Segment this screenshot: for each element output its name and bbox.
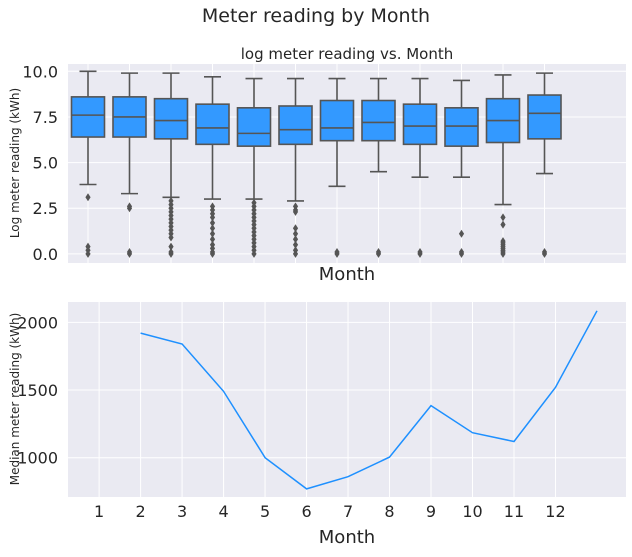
box-outlier (168, 233, 174, 242)
line-gridlines (68, 302, 626, 497)
boxplot-y-tick-label: 5.0 (33, 154, 58, 173)
line-x-tick-label: 9 (426, 502, 436, 521)
line-x-tick-label: 4 (218, 502, 228, 521)
box-outlier (209, 213, 216, 222)
box-outlier (209, 218, 216, 227)
box-iqr (153, 97, 189, 140)
line-x-tick-label: 5 (260, 502, 270, 521)
boxplot-title: log meter reading vs. Month (241, 45, 454, 63)
box-iqr (444, 107, 479, 147)
boxplot-panel: 0.0 2.5 5.0 7.5 10.0 log meter reading vs. M… (8, 45, 626, 285)
box-outlier (334, 249, 340, 258)
box-outlier (85, 193, 91, 202)
box-outlier (292, 249, 299, 258)
box-outlier (168, 249, 174, 258)
boxplot-y-ticks: 0.0 2.5 5.0 7.5 10.0 (22, 62, 58, 264)
box-outlier (292, 235, 299, 244)
boxplot-x-axis-label: Month (319, 264, 375, 285)
line-y-axis-label: Median meter reading (kWh) (8, 313, 22, 486)
line-x-tick-label: 6 (301, 502, 311, 521)
box-outlier (85, 249, 91, 258)
box-outlier (209, 235, 216, 244)
box-outlier (458, 229, 465, 238)
box-iqr (236, 107, 272, 147)
line-x-tick-label: 2 (136, 502, 146, 521)
box-outlier (500, 249, 506, 258)
box-month-12 (527, 72, 562, 258)
box-outlier (209, 229, 216, 238)
box-outlier (500, 213, 506, 222)
box-outlier (292, 207, 299, 216)
line-y-ticks: 1000 1500 2000 (17, 313, 58, 467)
median-reading-line (140, 310, 598, 490)
box-iqr (195, 103, 230, 146)
boxplot-y-axis-label: Log meter reading (kWh) (8, 88, 22, 238)
line-x-tick-label: 12 (545, 502, 565, 521)
boxplot-y-tick-label: 10.0 (22, 62, 58, 81)
box-iqr (278, 105, 313, 146)
boxplot-y-tick-label: 7.5 (33, 108, 58, 127)
box-outlier (500, 220, 506, 229)
box-outlier (126, 204, 133, 213)
box-outlier (292, 240, 299, 249)
figure-suptitle: Meter reading by Month (202, 5, 430, 27)
box-iqr (319, 99, 355, 142)
box-outlier (541, 249, 548, 258)
box-outlier (126, 249, 133, 258)
box-month-7 (319, 77, 355, 258)
boxplot-boxes (70, 70, 562, 258)
box-month-4 (195, 75, 230, 258)
line-x-tick-label: 10 (462, 502, 482, 521)
box-iqr (361, 99, 396, 142)
line-x-tick-label: 8 (384, 502, 394, 521)
boxplot-plot-area (68, 64, 626, 263)
line-y-tick-label: 1000 (17, 449, 58, 468)
box-outlier (251, 249, 257, 258)
box-outlier (209, 249, 216, 258)
line-x-tick-label: 7 (343, 502, 353, 521)
box-month-3 (153, 72, 189, 258)
box-outlier (168, 242, 174, 251)
line-x-tick-label: 3 (177, 502, 187, 521)
box-outlier (458, 249, 465, 258)
box-iqr (70, 96, 106, 138)
boxplot-y-tick-label: 0.0 (33, 245, 58, 264)
line-x-ticks: 1 2 3 4 5 6 7 8 9 10 11 12 (94, 502, 566, 521)
box-month-6 (278, 77, 313, 258)
box-month-8 (361, 77, 396, 258)
box-month-1 (70, 70, 106, 258)
box-month-10 (444, 79, 479, 258)
line-x-tick-label: 11 (504, 502, 524, 521)
line-y-tick-label: 1500 (17, 381, 58, 400)
box-outlier (292, 224, 299, 233)
line-y-tick-label: 2000 (17, 313, 58, 332)
line-x-axis-label: Month (319, 527, 375, 548)
line-x-tick-label: 1 (94, 502, 104, 521)
box-iqr (402, 103, 438, 146)
box-month-2 (112, 72, 147, 258)
box-month-5 (236, 77, 272, 258)
box-month-9 (402, 77, 438, 258)
box-outlier (417, 249, 423, 258)
box-outlier (375, 249, 382, 258)
box-month-11 (485, 74, 521, 258)
box-iqr (527, 94, 562, 140)
line-plot-area (68, 302, 626, 497)
box-outlier (292, 229, 299, 238)
box-outlier (209, 224, 216, 233)
boxplot-y-tick-label: 2.5 (33, 199, 58, 218)
